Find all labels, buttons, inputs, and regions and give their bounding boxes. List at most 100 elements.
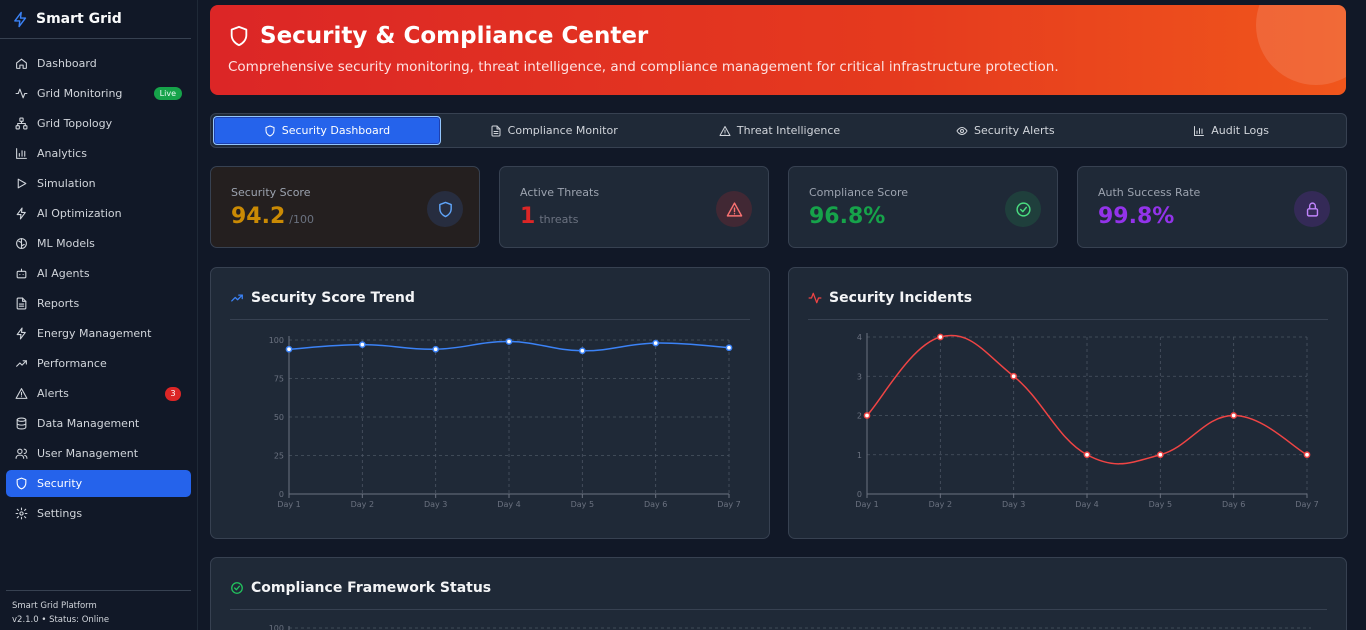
zap-icon (16, 327, 26, 340)
alert-triangle-icon (719, 125, 731, 136)
sidebar-item-reports[interactable]: Reports (6, 290, 191, 317)
y-tick-label: 2 (857, 412, 862, 421)
card-title: Compliance Framework Status (230, 580, 491, 596)
sidebar-nav: Dashboard Grid Monitoring Live Grid Topolog… (0, 39, 197, 527)
sidebar-item-grid-topology[interactable]: Grid Topology (6, 110, 191, 137)
sidebar-item-analytics[interactable]: Analytics (6, 140, 191, 167)
eye-icon (956, 126, 968, 135)
sidebar-item-label: Energy Management (37, 327, 152, 340)
tab-threat-intelligence[interactable]: Threat Intelligence (667, 116, 893, 145)
kpi-label: Security Score (231, 186, 311, 199)
card-title: Security Score Trend (230, 290, 415, 306)
x-tick-label: Day 7 (717, 500, 740, 509)
sidebar-item-label: AI Agents (37, 267, 90, 280)
brand[interactable]: Smart Grid (0, 0, 191, 39)
kpi-unit: threats (539, 213, 579, 226)
file-icon (491, 125, 501, 136)
shield-icon (16, 477, 27, 490)
main-content: Security & Compliance Center Comprehensi… (198, 0, 1366, 630)
kpi-label: Compliance Score (809, 186, 909, 199)
platform-name: Smart Grid Platform (12, 601, 97, 611)
check-circle-icon (231, 582, 243, 594)
zap-icon (16, 207, 26, 220)
tab-security-dashboard[interactable]: Security Dashboard (213, 116, 441, 145)
data-point (285, 345, 293, 353)
sidebar-item-user-management[interactable]: User Management (6, 440, 191, 467)
trend-title: Security Score Trend (251, 290, 415, 306)
sidebar-item-ai-agents[interactable]: AI Agents (6, 260, 191, 287)
home-icon (16, 58, 27, 69)
tab-audit-logs[interactable]: Audit Logs (1118, 116, 1344, 145)
live-badge: Live (153, 87, 182, 100)
sidebar-item-simulation[interactable]: Simulation (6, 170, 191, 197)
sidebar-item-label: Settings (37, 507, 83, 520)
x-tick-label: Day 4 (1075, 500, 1098, 509)
x-tick-label: Day 3 (1002, 500, 1025, 509)
x-tick-label: Day 5 (1149, 500, 1172, 509)
sidebar-item-data-management[interactable]: Data Management (6, 410, 191, 437)
y-tick-label: 100 (269, 624, 284, 630)
bar-chart-icon (16, 148, 27, 159)
x-tick-label: Day 6 (644, 500, 667, 509)
kpi-unit: /100 (289, 213, 314, 226)
sidebar-item-performance[interactable]: Performance (6, 350, 191, 377)
sidebar-footer: Smart Grid Platform v2.1.0 • Status: Onl… (6, 590, 191, 627)
data-point (1010, 372, 1018, 380)
data-point (725, 344, 733, 352)
tab-label: Audit Logs (1211, 124, 1269, 137)
tab-label: Security Alerts (973, 124, 1055, 137)
kpi-auth-success-rate: Auth Success Rate 99.8% (1077, 166, 1347, 248)
sidebar-item-label: Performance (37, 357, 107, 370)
kpi-icon-badge (427, 191, 463, 227)
security-score-line-chart: 0 25 50 75 100 Day 1 Day 2 Day 3 Day 4 Day 5 Day 6… (269, 336, 741, 509)
sidebar-item-dashboard[interactable]: Dashboard (6, 50, 191, 77)
banner-decoration (1256, 5, 1346, 85)
page-title-text: Security & Compliance Center (260, 23, 649, 49)
sidebar-item-label: Dashboard (37, 57, 97, 70)
tab-security-alerts[interactable]: Security Alerts (892, 116, 1118, 145)
security-incidents-card: Security Incidents 0 1 2 3 4 Day 1 Day 2 Day 3 D… (788, 267, 1348, 539)
incidents-title: Security Incidents (829, 290, 973, 306)
kpi-icon-badge (1005, 191, 1041, 227)
sidebar: Smart Grid Dashboard Grid Monitoring Live G… (0, 0, 198, 630)
zap-icon (14, 11, 27, 27)
kpi-value-number: 94.2 (231, 204, 286, 229)
y-tick-label: 1 (857, 451, 862, 460)
sidebar-item-energy-management[interactable]: Energy Management (6, 320, 191, 347)
page-header-banner: Security & Compliance Center Comprehensi… (210, 5, 1346, 95)
sidebar-item-settings[interactable]: Settings (6, 500, 191, 527)
y-tick-label: 0 (857, 490, 862, 499)
trending-up-icon (231, 294, 243, 302)
card-divider (230, 319, 750, 320)
shield-icon (438, 201, 452, 217)
sidebar-item-label: Grid Monitoring (37, 87, 123, 100)
x-tick-label: Day 4 (497, 500, 520, 509)
kpi-value: 99.8% (1098, 204, 1174, 229)
tab-compliance-monitor[interactable]: Compliance Monitor (441, 116, 667, 145)
bot-icon (16, 268, 27, 279)
x-tick-label: Day 6 (1222, 500, 1245, 509)
sidebar-item-alerts[interactable]: Alerts 3 (6, 380, 191, 407)
compliance-framework-card: Compliance Framework Status 100 (210, 557, 1347, 630)
sidebar-item-grid-monitoring[interactable]: Grid Monitoring Live (6, 80, 191, 107)
y-tick-label: 4 (857, 333, 862, 342)
y-tick-label: 50 (274, 413, 284, 422)
page-subtitle: Comprehensive security monitoring, threa… (228, 59, 1059, 75)
data-point (652, 339, 660, 347)
sidebar-item-security[interactable]: Security (6, 470, 191, 497)
play-icon (17, 178, 27, 189)
kpi-label: Active Threats (520, 186, 600, 199)
page-title: Security & Compliance Center (228, 23, 648, 49)
sidebar-item-label: Analytics (37, 147, 87, 160)
sidebar-item-ai-optimization[interactable]: AI Optimization (6, 200, 191, 227)
brain-icon (16, 238, 27, 249)
sidebar-item-label: Security (37, 477, 83, 490)
security-score-trend-card: Security Score Trend 0 25 50 75 100 Day 1 Day … (210, 267, 770, 539)
shield-icon (230, 25, 248, 47)
data-point (358, 341, 366, 348)
data-point (1230, 412, 1238, 419)
tab-label: Security Dashboard (281, 124, 391, 137)
card-divider (230, 609, 1327, 610)
sidebar-item-ml-models[interactable]: ML Models (6, 230, 191, 257)
data-point (936, 333, 944, 341)
